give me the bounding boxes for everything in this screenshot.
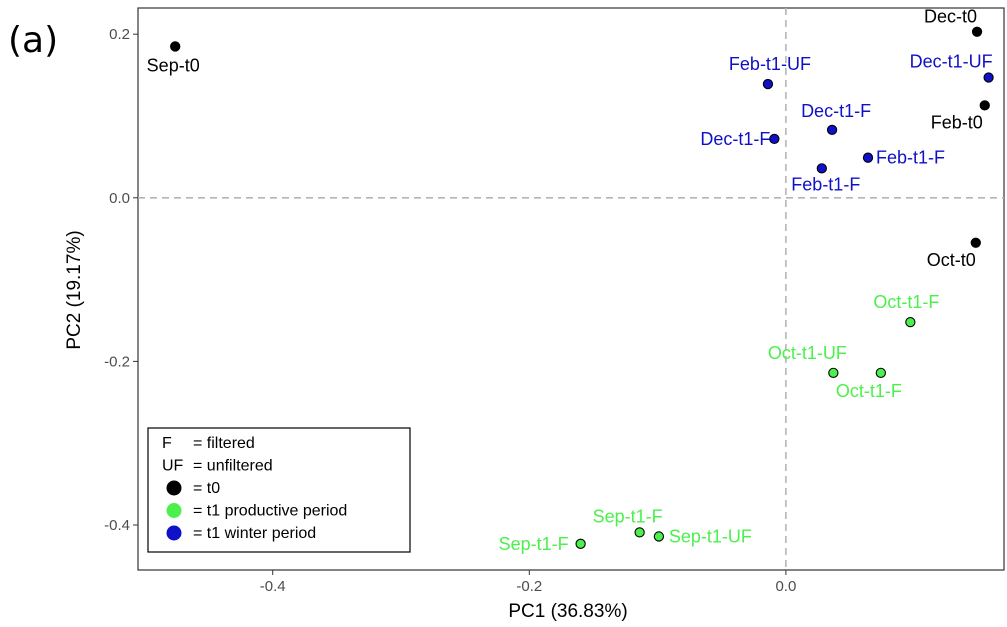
panel-label: (a) <box>8 20 58 61</box>
x-tick-label: -0.2 <box>516 578 542 595</box>
data-point <box>979 100 990 111</box>
legend-key: UF <box>162 458 184 475</box>
data-point <box>875 367 886 379</box>
point-label: Oct-t0 <box>927 250 976 270</box>
x-axis-label: PC1 (36.83%) <box>508 601 627 622</box>
data-point <box>905 316 916 328</box>
data-point <box>170 41 181 52</box>
legend-text: = t1 productive period <box>193 503 347 520</box>
y-tick-label: 0.2 <box>109 26 130 43</box>
data-point <box>634 527 645 538</box>
x-tick-label: -0.4 <box>260 578 286 595</box>
legend-marker <box>166 480 182 496</box>
point-label: Dec-t0 <box>924 7 977 27</box>
data-point <box>816 163 827 174</box>
point-label: Feb-t1-F <box>876 148 945 168</box>
point-label: Feb-t1-F <box>791 174 860 194</box>
reference-lines <box>138 8 1004 570</box>
legend-key: F <box>162 435 172 452</box>
data-point <box>762 78 774 90</box>
legend: F = filtered UF = unfiltered = t0 = t1 produc… <box>147 427 411 553</box>
data-point <box>970 237 981 248</box>
point-label: Feb-t1-UF <box>729 54 811 74</box>
data-point <box>575 538 586 549</box>
y-tick-label: 0.0 <box>109 190 130 207</box>
data-point <box>653 531 665 542</box>
legend-text: = unfiltered <box>193 458 273 475</box>
data-point <box>769 133 780 145</box>
legend-text: = t0 <box>193 480 220 497</box>
point-label: Oct-t1-F <box>873 292 939 312</box>
data-point <box>828 367 839 379</box>
y-tick-label: -0.2 <box>104 353 130 370</box>
data-point <box>826 124 838 136</box>
plot-panel-border <box>137 7 1005 571</box>
point-labels: Sep-t0 Dec-t0 Feb-t0 Oct-t0 Feb-t1-UF Dec-t1-… <box>147 7 993 554</box>
legend-marker <box>166 525 182 541</box>
point-label: Sep-t1-F <box>499 534 569 554</box>
point-label: Oct-t1-F <box>836 381 902 401</box>
point-label: Dec-t1-F <box>700 129 770 149</box>
legend-marker <box>166 503 182 518</box>
point-label: Sep-t1-UF <box>669 526 752 546</box>
point-label: Feb-t0 <box>931 112 983 132</box>
legend-text: = t1 winter period <box>193 525 316 542</box>
x-tick-label: 0.0 <box>775 578 796 595</box>
axes: -0.4 -0.2 0.0 -0.4 -0.2 0.0 0.2 <box>104 7 1005 595</box>
data-point <box>971 26 983 37</box>
y-tick-label: -0.4 <box>104 517 130 534</box>
point-label: Sep-t1-F <box>593 506 663 526</box>
point-label: Dec-t1-UF <box>910 52 993 72</box>
point-label: Sep-t0 <box>147 55 200 75</box>
data-point <box>983 72 994 83</box>
point-label: Oct-t1-UF <box>768 343 847 363</box>
data-points <box>170 26 994 549</box>
point-label: Dec-t1-F <box>801 101 871 121</box>
y-axis-label: PC2 (19.17%) <box>64 230 85 349</box>
legend-text: = filtered <box>193 435 255 452</box>
data-point <box>862 152 874 163</box>
legend-box <box>147 427 411 553</box>
